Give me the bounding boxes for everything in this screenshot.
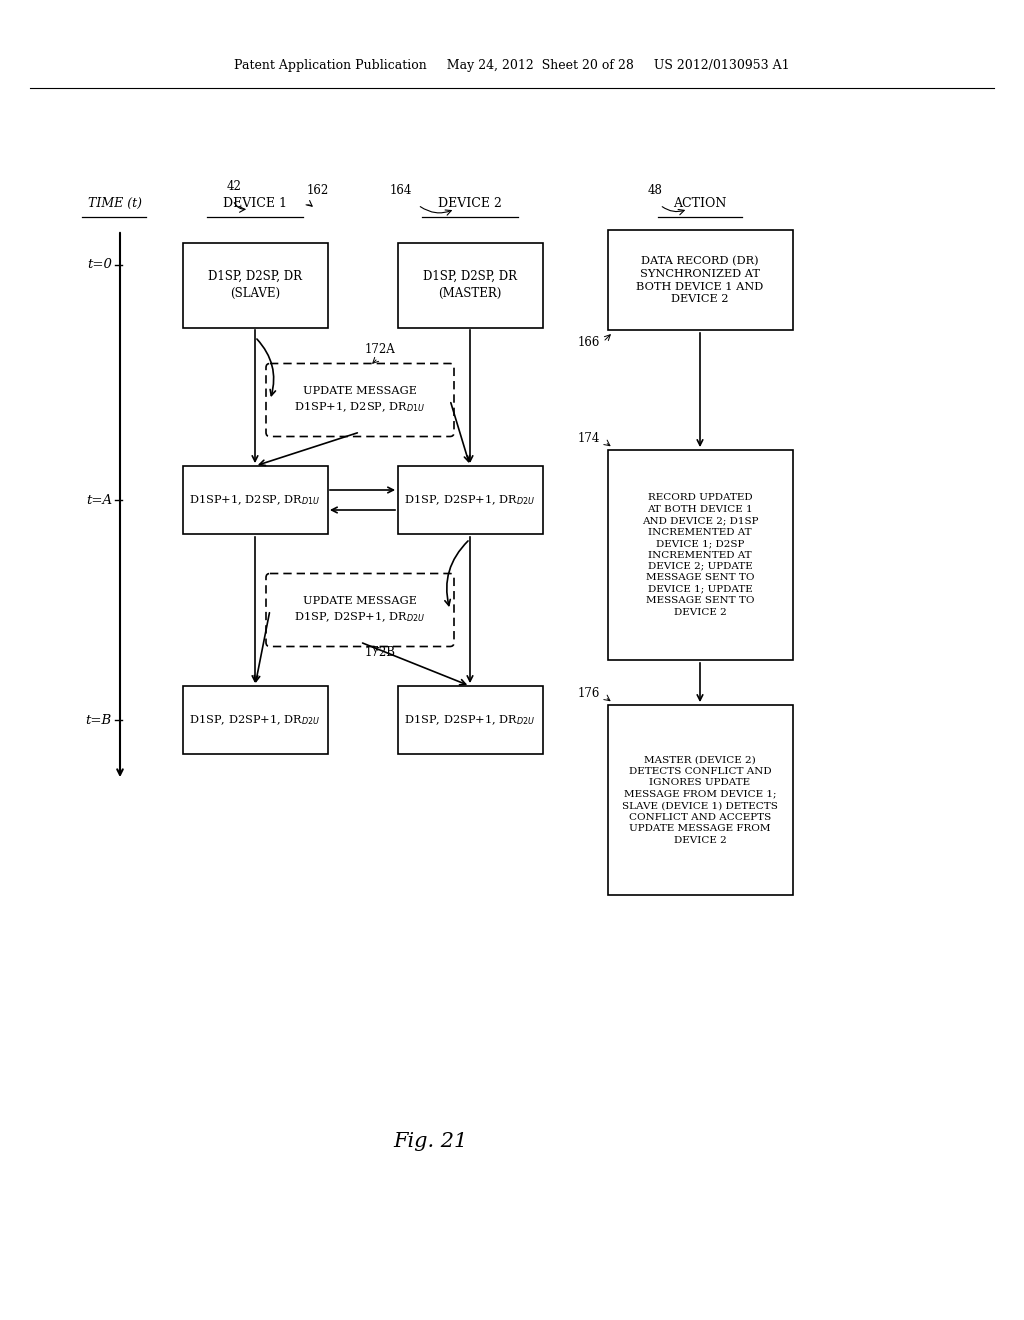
- FancyBboxPatch shape: [182, 466, 328, 535]
- FancyBboxPatch shape: [607, 450, 793, 660]
- Text: 162: 162: [307, 183, 330, 197]
- Text: RECORD UPDATED
AT BOTH DEVICE 1
AND DEVICE 2; D1SP
INCREMENTED AT
DEVICE 1; D2SP: RECORD UPDATED AT BOTH DEVICE 1 AND DEVI…: [642, 494, 758, 616]
- Text: 176: 176: [578, 686, 600, 700]
- Text: 172A: 172A: [365, 343, 395, 356]
- Text: MASTER (DEVICE 2)
DETECTS CONFLICT AND
IGNORES UPDATE
MESSAGE FROM DEVICE 1;
SLA: MASTER (DEVICE 2) DETECTS CONFLICT AND I…: [622, 755, 778, 845]
- Text: D1SP, D2SP+1, DR$_{D2U}$: D1SP, D2SP+1, DR$_{D2U}$: [404, 713, 536, 727]
- FancyBboxPatch shape: [182, 686, 328, 754]
- Text: Fig. 21: Fig. 21: [393, 1133, 467, 1151]
- Text: D1SP, D2SP+1, DR$_{D2U}$: D1SP, D2SP+1, DR$_{D2U}$: [189, 713, 321, 727]
- Text: D1SP+1, D2SP, DR$_{D1U}$: D1SP+1, D2SP, DR$_{D1U}$: [189, 494, 321, 507]
- Text: Patent Application Publication     May 24, 2012  Sheet 20 of 28     US 2012/0130: Patent Application Publication May 24, 2…: [234, 58, 790, 71]
- Text: 172B: 172B: [365, 645, 396, 659]
- FancyBboxPatch shape: [397, 466, 543, 535]
- Text: TIME (t): TIME (t): [88, 197, 142, 210]
- Text: UPDATE MESSAGE
D1SP, D2SP+1, DR$_{D2U}$: UPDATE MESSAGE D1SP, D2SP+1, DR$_{D2U}$: [294, 597, 426, 623]
- Text: DEVICE 2: DEVICE 2: [438, 197, 502, 210]
- Text: DEVICE 1: DEVICE 1: [223, 197, 287, 210]
- FancyBboxPatch shape: [397, 243, 543, 327]
- Text: t=0: t=0: [87, 259, 112, 272]
- Text: 174: 174: [578, 432, 600, 445]
- FancyBboxPatch shape: [397, 686, 543, 754]
- Text: t=A: t=A: [86, 494, 112, 507]
- Text: D1SP, D2SP, DR
(SLAVE): D1SP, D2SP, DR (SLAVE): [208, 271, 302, 300]
- Text: 48: 48: [648, 183, 663, 197]
- Text: 166: 166: [578, 335, 600, 348]
- Text: D1SP, D2SP, DR
(MASTER): D1SP, D2SP, DR (MASTER): [423, 271, 517, 300]
- FancyBboxPatch shape: [607, 230, 793, 330]
- FancyBboxPatch shape: [266, 573, 454, 647]
- FancyBboxPatch shape: [182, 243, 328, 327]
- FancyBboxPatch shape: [266, 363, 454, 437]
- Text: D1SP, D2SP+1, DR$_{D2U}$: D1SP, D2SP+1, DR$_{D2U}$: [404, 494, 536, 507]
- Text: DATA RECORD (DR)
SYNCHRONIZED AT
BOTH DEVICE 1 AND
DEVICE 2: DATA RECORD (DR) SYNCHRONIZED AT BOTH DE…: [636, 256, 764, 305]
- Text: ACTION: ACTION: [674, 197, 727, 210]
- Text: UPDATE MESSAGE
D1SP+1, D2SP, DR$_{D1U}$: UPDATE MESSAGE D1SP+1, D2SP, DR$_{D1U}$: [294, 387, 426, 413]
- Text: 164: 164: [390, 183, 413, 197]
- Text: 42: 42: [227, 180, 242, 193]
- Text: t=B: t=B: [86, 714, 112, 726]
- FancyBboxPatch shape: [607, 705, 793, 895]
